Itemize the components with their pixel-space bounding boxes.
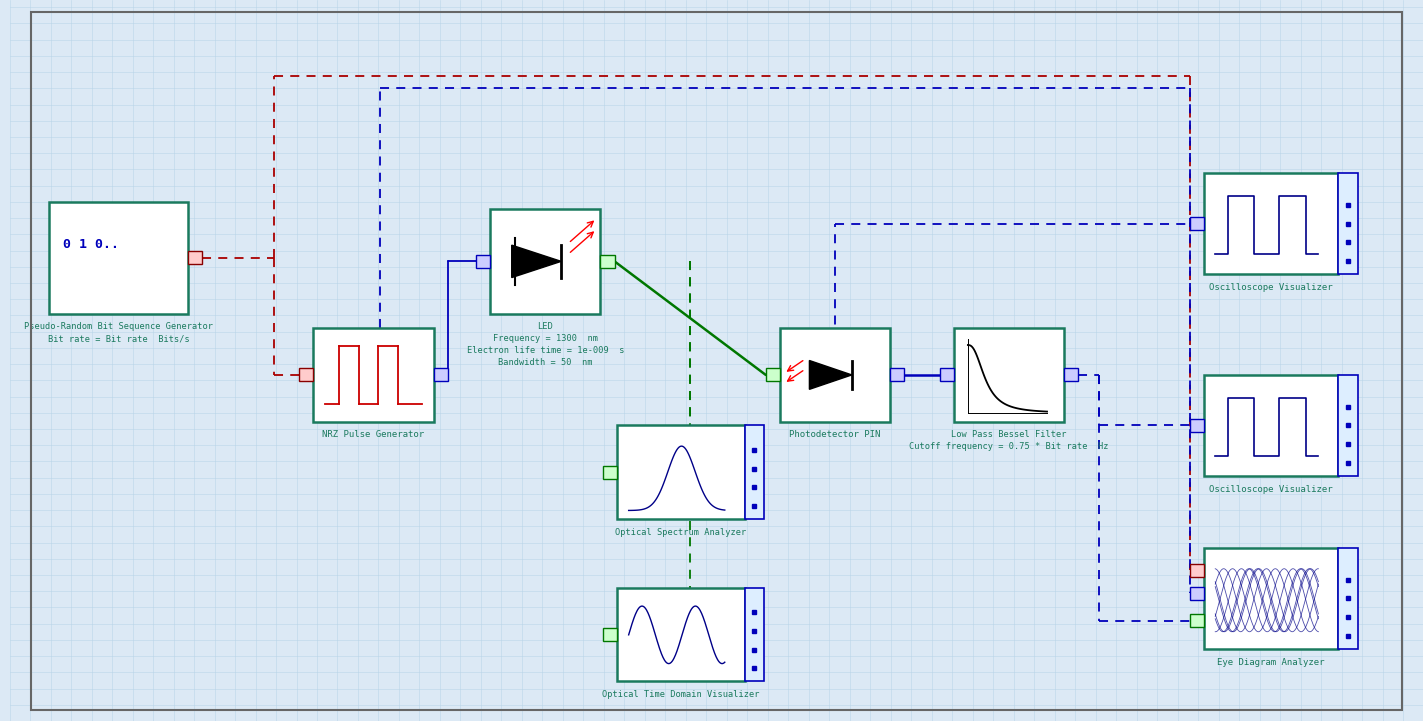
- Text: Low Pass Bessel Filter
Cutoff frequency = 0.75 * Bit rate  Hz: Low Pass Bessel Filter Cutoff frequency …: [909, 430, 1109, 451]
- Bar: [766, 368, 780, 381]
- Bar: [1190, 564, 1204, 577]
- Bar: [618, 588, 744, 681]
- Bar: [744, 425, 764, 519]
- Bar: [1338, 173, 1358, 274]
- Bar: [1338, 375, 1358, 476]
- Bar: [603, 628, 618, 641]
- Bar: [1190, 587, 1204, 600]
- Bar: [188, 252, 202, 265]
- Bar: [490, 209, 601, 314]
- Text: Eye Diagram Analyzer: Eye Diagram Analyzer: [1217, 658, 1325, 666]
- Text: LED
Frequency = 1300  nm
Electron life time = 1e-009  s
Bandwidth = 50  nm: LED Frequency = 1300 nm Electron life ti…: [467, 322, 625, 367]
- Bar: [1204, 548, 1338, 649]
- Bar: [939, 368, 953, 381]
- Bar: [50, 202, 188, 314]
- Bar: [780, 328, 891, 422]
- Bar: [299, 368, 313, 381]
- Bar: [313, 328, 434, 422]
- Text: NRZ Pulse Generator: NRZ Pulse Generator: [323, 430, 424, 439]
- Bar: [434, 368, 448, 381]
- Text: Oscilloscope Visualizer: Oscilloscope Visualizer: [1210, 485, 1333, 493]
- Bar: [1190, 614, 1204, 627]
- Text: Oscilloscope Visualizer: Oscilloscope Visualizer: [1210, 283, 1333, 291]
- Text: Optical Spectrum Analyzer: Optical Spectrum Analyzer: [615, 528, 747, 536]
- Bar: [953, 328, 1064, 422]
- Polygon shape: [810, 360, 852, 389]
- Bar: [1190, 217, 1204, 230]
- Bar: [601, 255, 615, 268]
- Bar: [1204, 173, 1338, 274]
- Text: Photodetector PIN: Photodetector PIN: [790, 430, 881, 439]
- Bar: [603, 466, 618, 479]
- Text: Pseudo-Random Bit Sequence Generator
Bit rate = Bit rate  Bits/s: Pseudo-Random Bit Sequence Generator Bit…: [24, 322, 213, 343]
- Bar: [1204, 375, 1338, 476]
- Text: 0 1 0..: 0 1 0..: [63, 238, 120, 251]
- Bar: [477, 255, 490, 268]
- Text: Optical Time Domain Visualizer: Optical Time Domain Visualizer: [602, 690, 760, 699]
- Bar: [744, 588, 764, 681]
- Polygon shape: [512, 245, 561, 278]
- Bar: [1338, 548, 1358, 649]
- Bar: [891, 368, 904, 381]
- Bar: [1190, 419, 1204, 432]
- Bar: [1064, 368, 1079, 381]
- Bar: [618, 425, 744, 519]
